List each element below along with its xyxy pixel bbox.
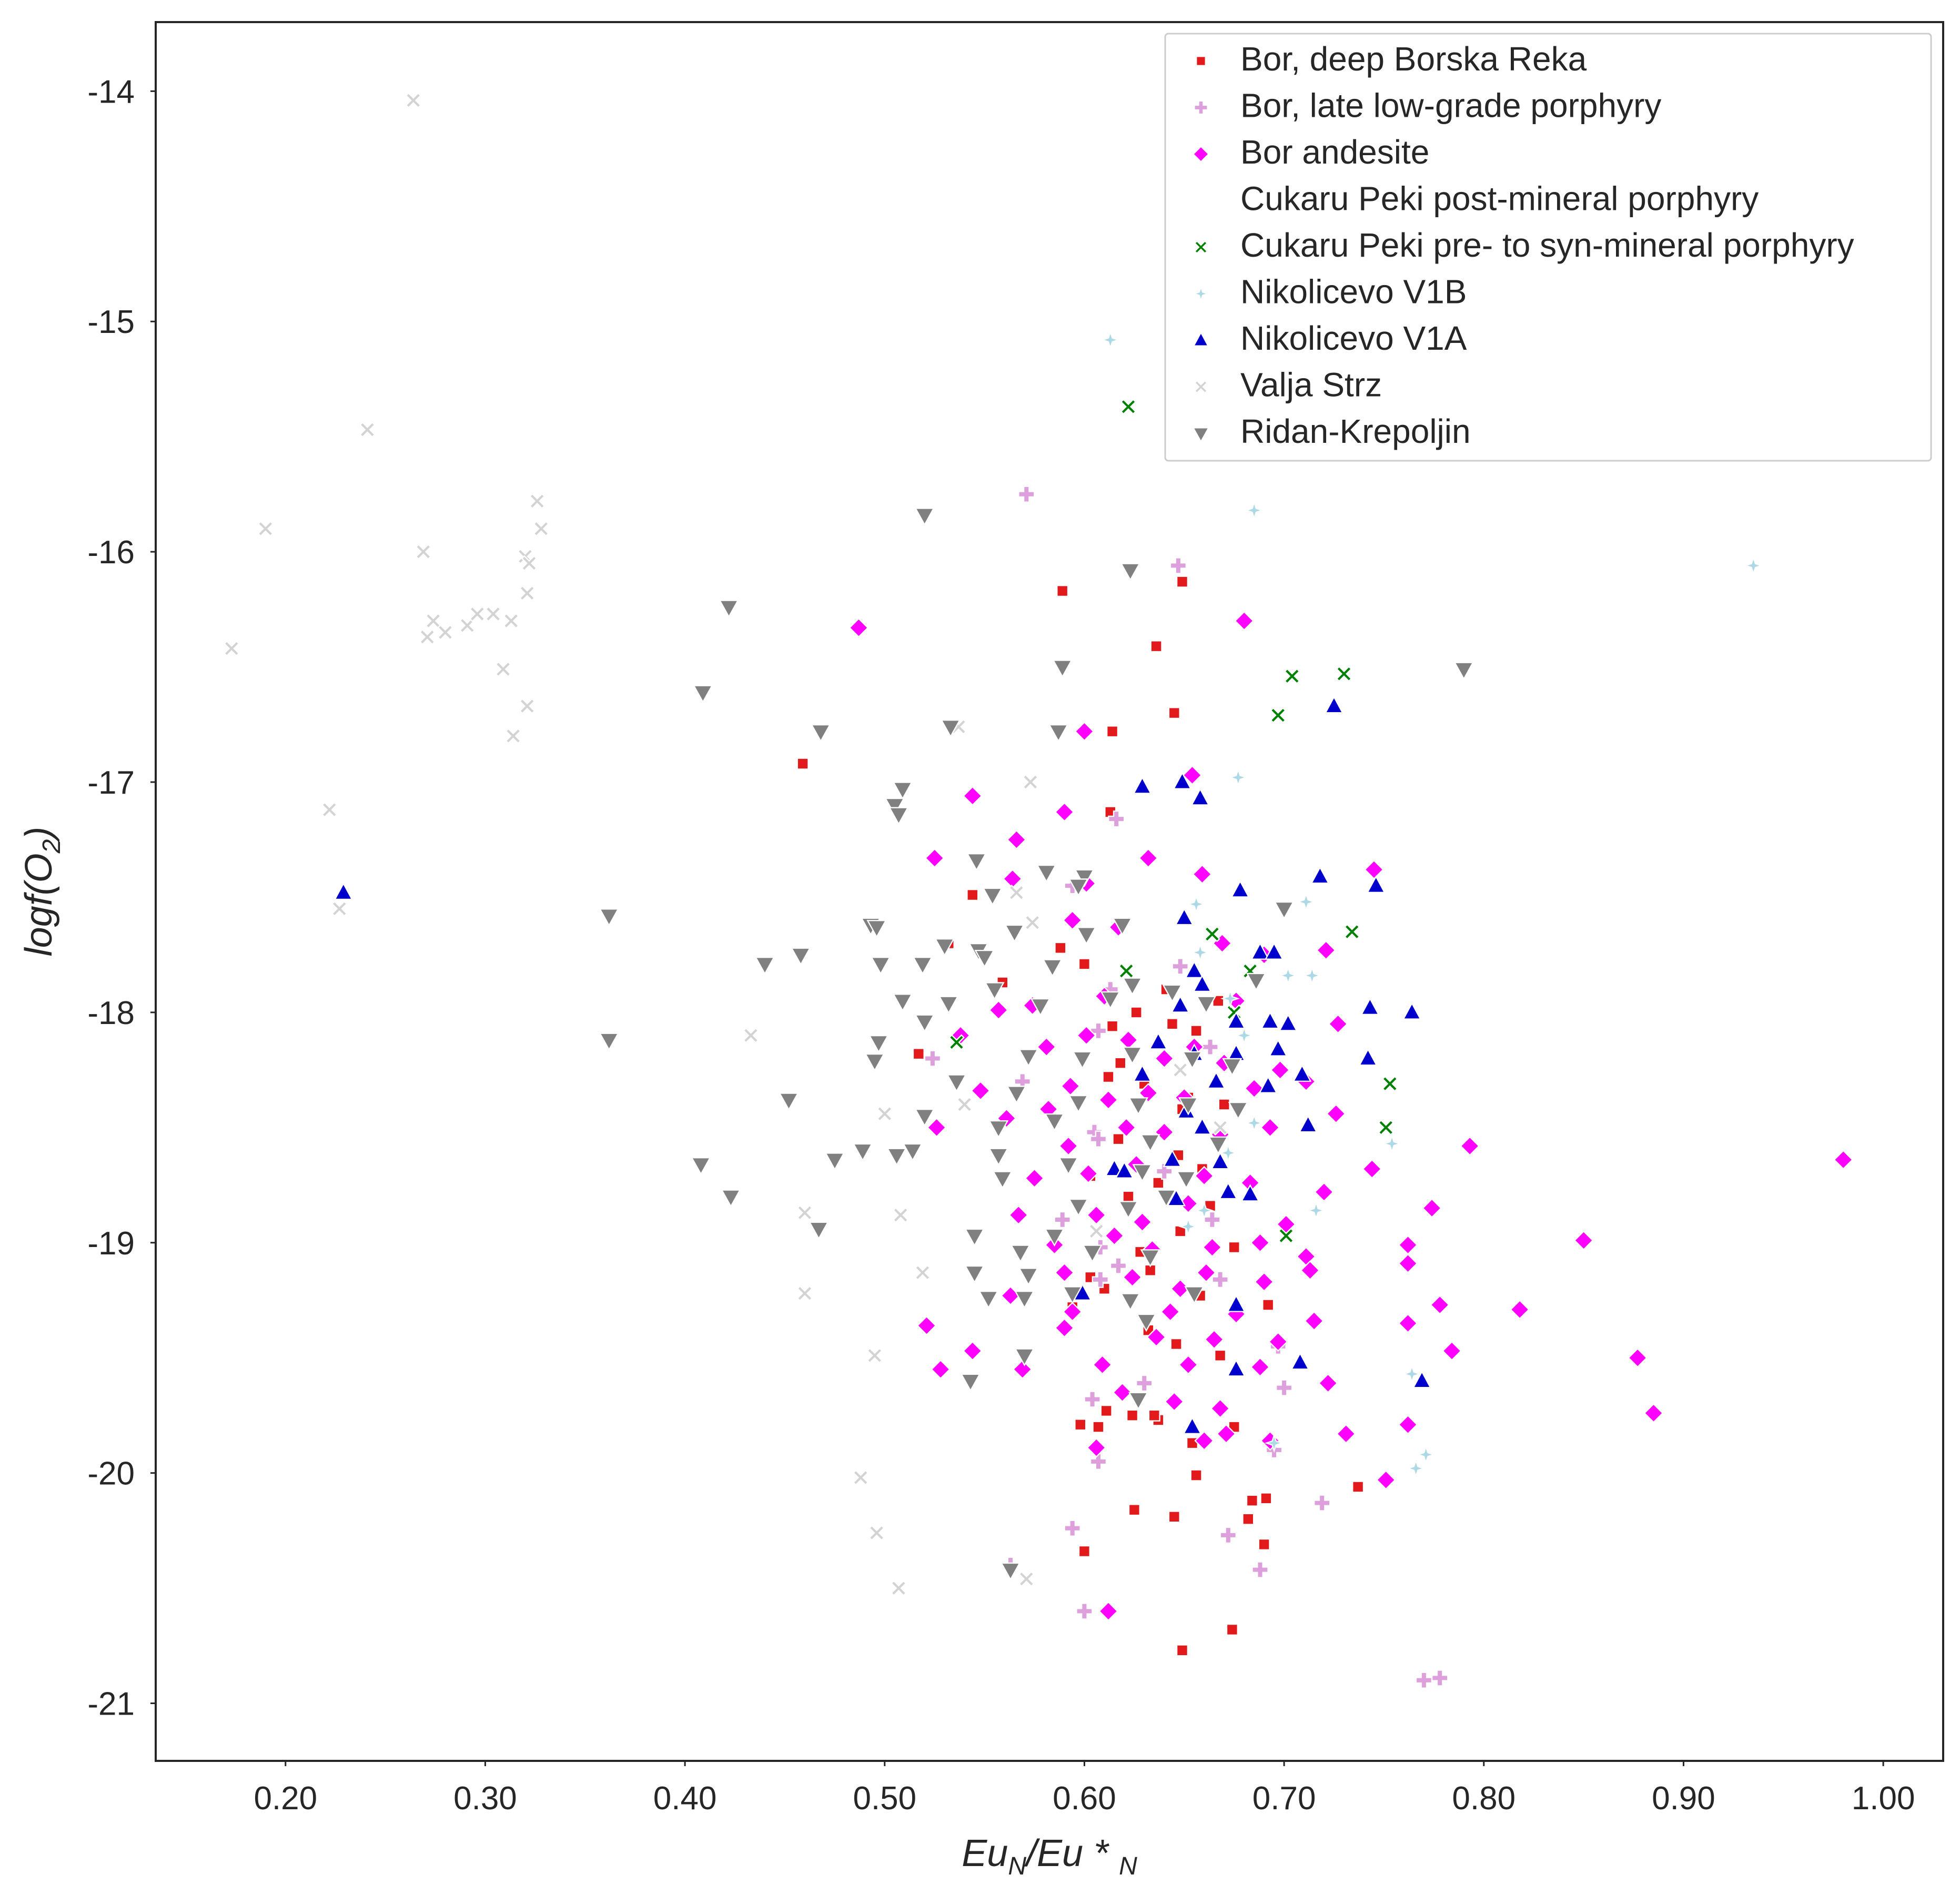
data-point — [1056, 585, 1069, 597]
data-point — [1190, 1025, 1203, 1037]
x-tick-label: 0.80 — [1452, 1780, 1516, 1817]
x-axis-label: EuN/Eu * N — [962, 1832, 1137, 1880]
legend-item-nikolicevo-v1a: Nikolicevo V1A — [1193, 319, 1467, 357]
legend-item-bor-andesite: Bor andesite — [1193, 133, 1429, 171]
y-axis-label-sub: 2 — [38, 839, 66, 854]
x-tick-label: 0.90 — [1652, 1780, 1715, 1817]
x-axis-label-part-1: Eu — [962, 1832, 1008, 1874]
y-tick-label: -15 — [87, 304, 135, 340]
data-point — [1226, 1623, 1238, 1636]
data-point — [1218, 1098, 1230, 1111]
data-point — [1352, 1481, 1365, 1493]
data-point — [1074, 1418, 1087, 1431]
data-point — [1246, 1494, 1258, 1507]
data-point — [1262, 1299, 1275, 1311]
data-point — [1126, 1409, 1139, 1422]
data-point — [1078, 1545, 1090, 1558]
legend-label: Ridan-Krepoljin — [1240, 412, 1471, 450]
data-point — [1166, 1018, 1179, 1030]
data-point — [796, 757, 809, 770]
y-axis-label-part-1: logf(O — [18, 853, 60, 956]
legend-item-bor-late-low-grade-porphyry: Bor, late low-grade porphyry — [1194, 87, 1661, 125]
data-point — [1100, 1404, 1113, 1417]
legend-item-ridan-krepoljin: Ridan-Krepoljin — [1193, 412, 1471, 450]
x-tick-label: 1.00 — [1852, 1780, 1915, 1817]
x-axis-label-sub-2: N — [1119, 1852, 1137, 1880]
data-point — [1170, 1337, 1183, 1350]
legend-label: Bor, deep Borska Reka — [1240, 40, 1587, 78]
legend-label: Cukaru Peki pre- to syn-mineral porphyry — [1240, 226, 1854, 264]
data-point — [1258, 1538, 1270, 1550]
data-point — [1176, 575, 1189, 588]
data-point — [1128, 1504, 1140, 1516]
data-point — [1106, 725, 1119, 738]
legend-label: Valja Strz — [1240, 366, 1382, 404]
legend: Bor, deep Borska Reka Bor, late low-grade… — [1164, 33, 1932, 462]
data-point — [1092, 1421, 1105, 1433]
x-axis-label-part-2: /Eu * — [1024, 1832, 1119, 1874]
data-point — [1150, 640, 1163, 653]
x-tick-label: 0.40 — [653, 1780, 717, 1817]
data-point — [1112, 1133, 1125, 1146]
data-point — [1054, 941, 1067, 954]
y-axis-label: logf(O2) — [18, 827, 66, 957]
legend-label: Bor, late low-grade porphyry — [1240, 87, 1661, 125]
x-axis-label-sub-1: N — [1008, 1852, 1026, 1880]
data-point — [1242, 1513, 1255, 1525]
data-point — [1106, 1020, 1119, 1032]
plot-frame — [155, 21, 1944, 1762]
y-tick-label: -20 — [87, 1456, 135, 1492]
legend-items: Bor, deep Borska Reka Bor, late low-grade… — [1193, 40, 1854, 450]
legend-item-nikolicevo-v1b: Nikolicevo V1B — [1194, 273, 1467, 311]
legend-item-cukaru-peki-pre-to-syn-mineral-porphyry: Cukaru Peki pre- to syn-mineral porphyry — [1194, 226, 1854, 264]
data-point — [912, 1048, 925, 1060]
legend-box — [1164, 33, 1932, 462]
legend-item-cukaru-peki-post-mineral-porphyry: Cukaru Peki post-mineral porphyry — [1240, 180, 1759, 218]
data-point — [1130, 1006, 1143, 1019]
legend-label: Nikolicevo V1B — [1240, 273, 1467, 311]
data-point — [1114, 1057, 1127, 1069]
data-point — [1168, 1511, 1180, 1523]
legend-item-bor-deep-borska-reka: Bor, deep Borska Reka — [1196, 40, 1587, 78]
x-tick-label: 0.20 — [254, 1780, 317, 1817]
y-axis-ticks: -21 -20 -19 -18 -17 -16 -15 -14 — [87, 74, 156, 1722]
data-point — [1122, 1190, 1135, 1203]
data-point — [1176, 1644, 1189, 1657]
legend-item-valja-strz: Valja Strz — [1194, 366, 1382, 404]
legend-label: Bor andesite — [1240, 133, 1429, 171]
x-tick-label: 0.50 — [853, 1780, 916, 1817]
data-point — [1102, 1071, 1115, 1083]
data-point — [1190, 1469, 1203, 1482]
data-point — [1228, 1241, 1240, 1254]
y-tick-label: -14 — [87, 74, 135, 110]
data-point — [1168, 707, 1180, 719]
data-point — [966, 889, 979, 901]
y-tick-label: -21 — [87, 1686, 135, 1722]
x-tick-label: 0.60 — [1053, 1780, 1116, 1817]
data-point — [1078, 958, 1090, 970]
x-axis-ticks: 0.20 0.30 0.40 0.50 0.60 0.70 0.80 0.90 1.00 — [254, 1761, 1915, 1817]
data-point — [1260, 1492, 1272, 1505]
x-tick-label: 0.30 — [453, 1780, 517, 1817]
x-tick-label: 0.70 — [1252, 1780, 1316, 1817]
y-tick-label: -19 — [87, 1225, 135, 1262]
y-tick-label: -16 — [87, 534, 135, 571]
legend-label: Cukaru Peki post-mineral porphyry — [1240, 180, 1759, 218]
y-tick-label: -18 — [87, 995, 135, 1031]
data-point — [1148, 1409, 1160, 1422]
legend-marker — [1196, 56, 1206, 66]
data-point — [1214, 1349, 1227, 1362]
y-tick-label: -17 — [87, 765, 135, 801]
legend-label: Nikolicevo V1A — [1240, 319, 1467, 357]
